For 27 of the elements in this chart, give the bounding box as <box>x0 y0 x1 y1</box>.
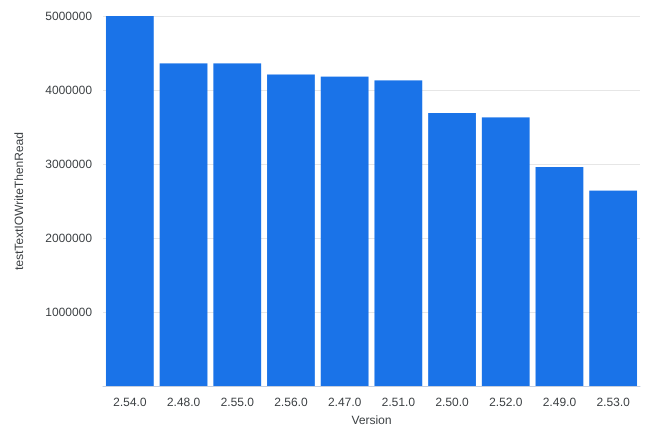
x-tick-label: 2.49.0 <box>542 395 576 409</box>
x-tick-label: 2.55.0 <box>220 395 254 409</box>
y-axis-title: testTextIOWriteThenRead <box>12 132 26 270</box>
x-tick-label: 2.53.0 <box>596 395 630 409</box>
y-tick-label: 4000000 <box>45 83 92 97</box>
bar <box>320 76 369 386</box>
bar <box>106 16 154 386</box>
bar <box>160 63 208 386</box>
bar <box>267 74 315 386</box>
x-tick-label: 2.48.0 <box>166 395 201 409</box>
x-axis-title: Version <box>351 413 392 427</box>
bar <box>589 190 638 386</box>
bar <box>374 80 422 386</box>
x-tick-label: 2.47.0 <box>328 395 362 409</box>
bar <box>213 63 262 386</box>
x-tick-label: 2.50.0 <box>435 395 470 409</box>
x-tick-label: 2.54.0 <box>113 395 147 409</box>
y-tick-label: 2000000 <box>45 231 92 245</box>
bar <box>482 117 530 386</box>
bar <box>428 112 476 386</box>
bar <box>536 166 584 386</box>
y-tick-label: 3000000 <box>45 157 92 171</box>
x-tick-label: 2.52.0 <box>489 395 523 409</box>
y-tick-label: 1000000 <box>45 305 92 319</box>
x-tick-label: 2.51.0 <box>382 395 416 409</box>
y-tick-label: 5000000 <box>45 9 92 23</box>
x-tick-label: 2.56.0 <box>274 395 308 409</box>
